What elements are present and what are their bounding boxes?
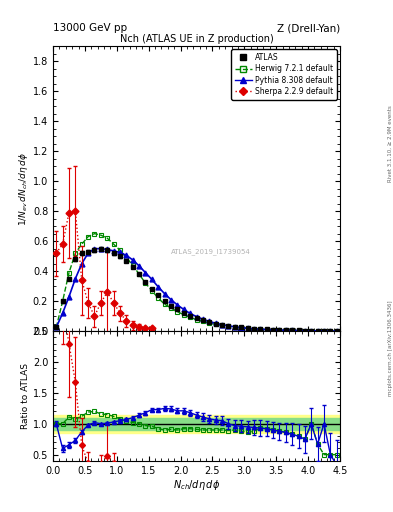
Text: 13000 GeV pp: 13000 GeV pp (53, 23, 127, 33)
Bar (53, 418, 340, 430)
Text: Z (Drell-Yan): Z (Drell-Yan) (277, 23, 340, 33)
Text: Rivet 3.1.10, ≥ 2.9M events: Rivet 3.1.10, ≥ 2.9M events (388, 105, 393, 182)
X-axis label: $N_{ch}/d\eta\, d\phi$: $N_{ch}/d\eta\, d\phi$ (173, 478, 220, 493)
Text: ATLAS_2019_I1739054: ATLAS_2019_I1739054 (171, 248, 251, 255)
Y-axis label: $1/N_{ev}\, dN_{ch}/d\eta\, d\phi$: $1/N_{ev}\, dN_{ch}/d\eta\, d\phi$ (17, 152, 30, 226)
Bar (53, 415, 340, 433)
Title: Nch (ATLAS UE in Z production): Nch (ATLAS UE in Z production) (119, 34, 274, 44)
Text: mcplots.cern.ch [arXiv:1306.3436]: mcplots.cern.ch [arXiv:1306.3436] (388, 301, 393, 396)
Legend: ATLAS, Herwig 7.2.1 default, Pythia 8.308 default, Sherpa 2.2.9 default: ATLAS, Herwig 7.2.1 default, Pythia 8.30… (231, 49, 337, 100)
Y-axis label: Ratio to ATLAS: Ratio to ATLAS (21, 363, 30, 429)
